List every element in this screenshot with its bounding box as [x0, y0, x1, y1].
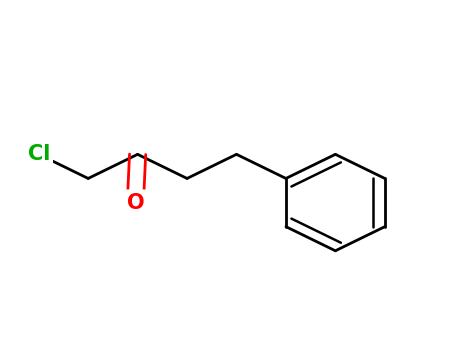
Text: O: O: [126, 193, 144, 212]
Text: Cl: Cl: [28, 144, 50, 164]
